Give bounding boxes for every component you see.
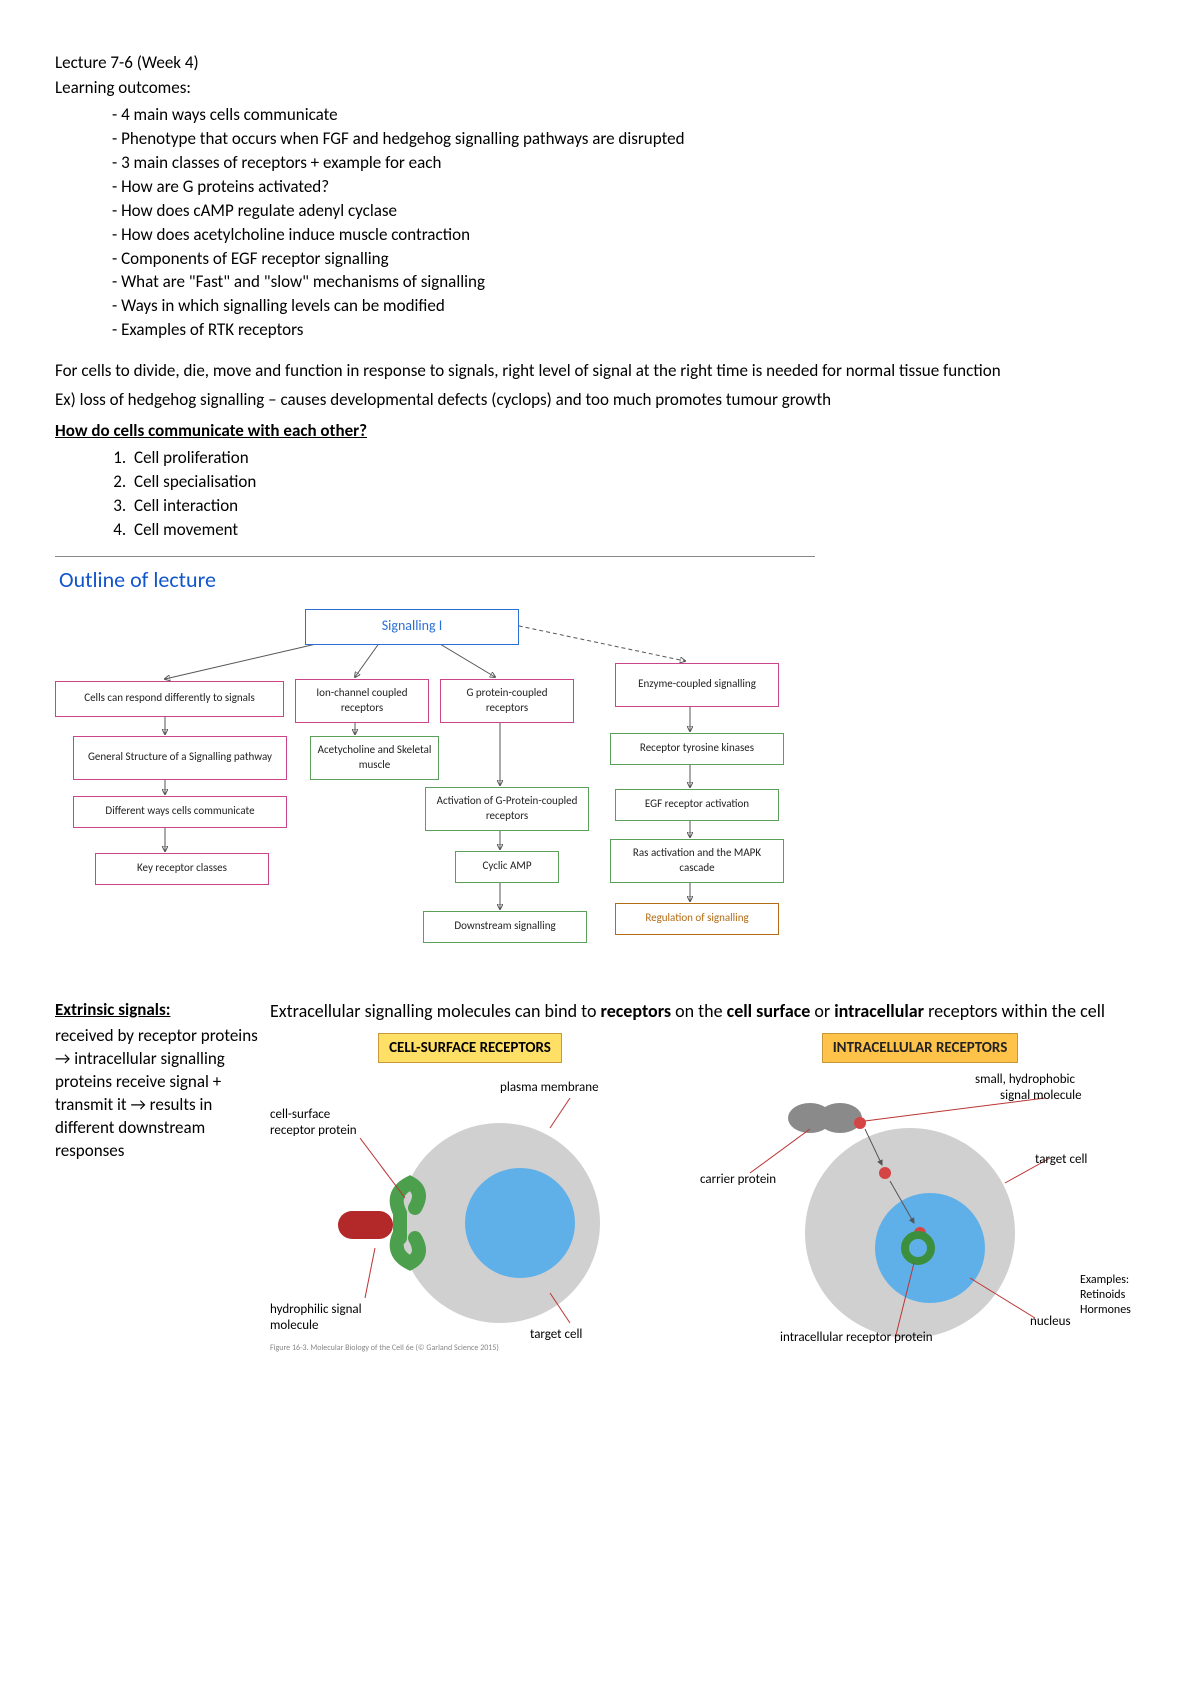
flowchart-canvas: Signalling I Cells can respond differentl… [55,601,815,971]
svg-text:Examples:RetinoidsHormones: Examples:RetinoidsHormones [1080,1273,1131,1317]
body-paragraph-1: For cells to divide, die, move and funct… [55,360,1145,383]
flowchart-title: Outline of lecture [55,563,815,601]
outcome-item: How does cAMP regulate adenyl cyclase [130,200,1145,223]
flowchart-box-enz: Enzyme-coupled signalling [615,663,779,707]
flowchart-box-gpc: G protein-coupled receptors [440,679,574,723]
flowchart-box-down: Downstream signalling [423,911,587,943]
flowchart-box-cells: Cells can respond differently to signals [55,681,284,717]
svg-text:target cell: target cell [530,1327,582,1342]
outcome-item: Ways in which signalling levels can be m… [130,295,1145,318]
panel-caption: Figure 16-3. Molecular Biology of the Ce… [270,1343,670,1354]
body-paragraph-2: Ex) loss of hedgehog signalling – causes… [55,389,1145,412]
extrinsic-text-block: Extrinsic signals: received by receptor … [55,999,270,1354]
communication-heading: How do cells communicate with each other… [55,420,1145,443]
outcome-item: Examples of RTK receptors [130,319,1145,342]
outcome-item: What are "Fast" and "slow" mechanisms of… [130,271,1145,294]
cell-surface-panel: CELL-SURFACE RECEPTORS cell-surfacerecep… [270,1033,670,1354]
page-title: Lecture 7-6 (Week 4) [55,52,1145,75]
flowchart-box-act: Activation of G-Protein-coupled receptor… [425,787,589,831]
flowchart-box-key: Key receptor classes [95,853,269,885]
svg-text:small, hydrophobicsignal molec: small, hydrophobicsignal molecule [975,1072,1082,1103]
cell-surface-diagram: cell-surfacereceptor protein plasma memb… [270,1063,670,1343]
outcome-item: Phenotype that occurs when FGF and hedge… [130,128,1145,151]
communication-list: Cell proliferationCell specialisationCel… [55,447,1145,542]
svg-text:carrier protein: carrier protein [700,1172,776,1187]
page-subtitle: Learning outcomes: [55,77,1145,100]
flowchart-box-gen: General Structure of a Signalling pathwa… [73,736,287,780]
outcome-item: 3 main classes of receptors + example fo… [130,152,1145,175]
flowchart-container: Outline of lecture Signalling ICells c [55,556,815,971]
figure-row: Extrinsic signals: received by receptor … [55,999,1145,1354]
outcome-item: Components of EGF receptor signalling [130,248,1145,271]
svg-text:nucleus: nucleus [1030,1314,1071,1329]
communication-item: Cell movement [130,519,1145,542]
flowchart-box-sig: Signalling I [305,609,519,645]
extrinsic-heading: Extrinsic signals: [55,999,260,1022]
flowchart-box-ras: Ras activation and the MAPK cascade [610,839,784,883]
intracellular-panel: INTRACELLULAR RECEPTORS [700,1033,1140,1354]
flowchart-box-diff: Different ways cells communicate [73,796,287,828]
flowchart-box-egf: EGF receptor activation [615,789,779,821]
intracellular-title: INTRACELLULAR RECEPTORS [822,1033,1019,1063]
figure-intro-text: Extracellular signalling molecules can b… [270,999,1145,1023]
flowchart-box-ion: Ion-channel coupled receptors [295,679,429,723]
extrinsic-body: received by receptor proteins → intracel… [55,1025,260,1163]
outcome-item: How are G proteins activated? [130,176,1145,199]
communication-item: Cell specialisation [130,471,1145,494]
cell-surface-title: CELL-SURFACE RECEPTORS [378,1033,562,1063]
learning-outcomes-list: 4 main ways cells communicatePhenotype t… [55,104,1145,342]
flowchart-box-ace: Acetycholine and Skeletal muscle [310,736,439,780]
svg-text:hydrophilic signalmolecule: hydrophilic signalmolecule [270,1302,362,1333]
svg-text:intracellular receptor protein: intracellular receptor protein [780,1330,933,1343]
flowchart-box-reg: Regulation of signalling [615,903,779,935]
svg-text:target cell: target cell [1035,1152,1087,1167]
communication-item: Cell proliferation [130,447,1145,470]
outcome-item: 4 main ways cells communicate [130,104,1145,127]
communication-item: Cell interaction [130,495,1145,518]
svg-text:plasma membrane: plasma membrane [500,1080,599,1095]
intracellular-diagram: small, hydrophobicsignal molecule carrie… [700,1063,1140,1343]
flowchart-box-camp: Cyclic AMP [455,851,559,883]
outcome-item: How does acetylcholine induce muscle con… [130,224,1145,247]
flowchart-box-rtk: Receptor tyrosine kinases [610,733,784,765]
svg-text:cell-surfacereceptor protein: cell-surfacereceptor protein [270,1107,357,1138]
